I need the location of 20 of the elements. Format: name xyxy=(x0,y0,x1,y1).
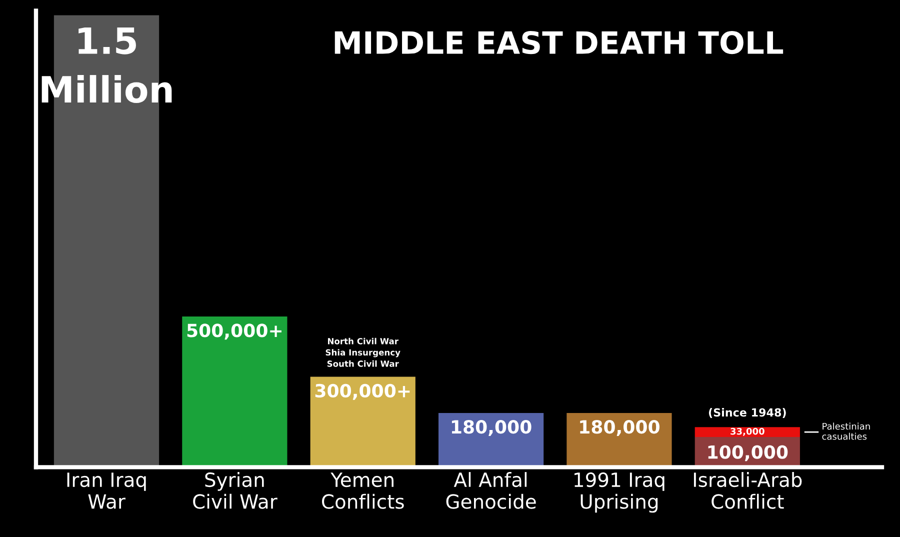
x-tick-label: Iran Iraq War xyxy=(67,472,146,509)
x-tick-label: Al Anfal Genocide xyxy=(446,472,536,509)
data-label: 500,000+ xyxy=(187,324,282,340)
bar xyxy=(182,316,288,468)
x-tick-label: Syrian Civil War xyxy=(193,472,278,509)
x-tick-label: Yemen Conflicts xyxy=(322,472,404,509)
data-label: 33,000 xyxy=(730,428,764,436)
data-label: 180,000 xyxy=(452,420,532,436)
data-label: 300,000+ xyxy=(315,384,410,400)
annotation: 1.5 Million xyxy=(42,27,172,103)
x-tick-label: 1991 Iraq Uprising xyxy=(574,472,664,513)
bar xyxy=(310,376,416,468)
data-label: 180,000 xyxy=(580,420,660,436)
annotation: (Since 1948) xyxy=(708,408,786,418)
chart-title: MIDDLE EAST DEATH TOLL xyxy=(334,31,784,54)
text: Palestinian casualties xyxy=(822,422,870,440)
annotation: North Civil War Shia Insurgency South Civil War xyxy=(326,338,400,367)
x-tick-label: Israeli-Arab Conflict xyxy=(694,472,802,509)
data-label: 100,000 xyxy=(708,445,788,462)
bar xyxy=(694,427,800,438)
